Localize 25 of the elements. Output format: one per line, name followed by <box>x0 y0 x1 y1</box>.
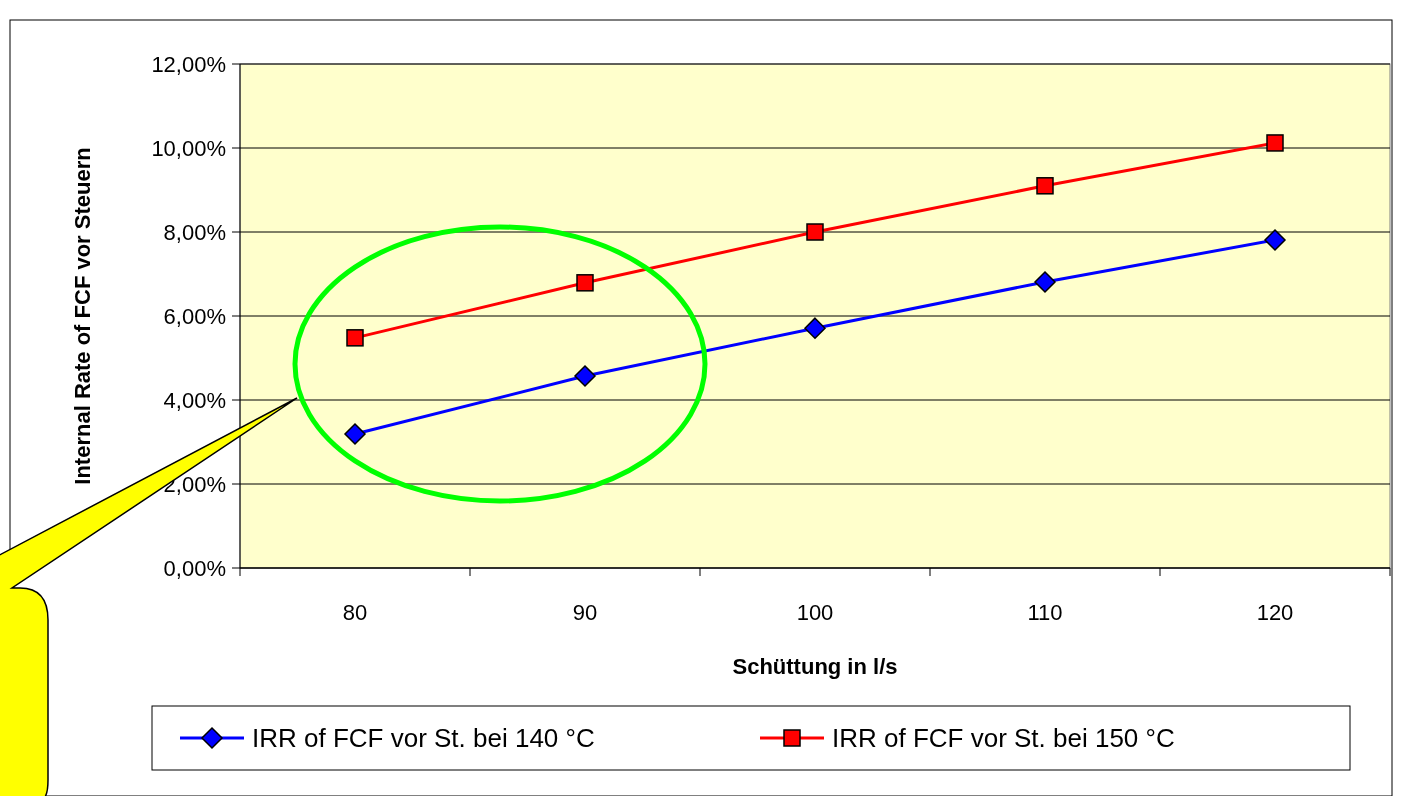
x-tick-label: 110 <box>1027 600 1063 625</box>
point <box>1266 134 1284 152</box>
x-tick-label: 90 <box>572 600 598 625</box>
point <box>346 329 364 347</box>
y-tick-label: 8,00% <box>163 219 226 245</box>
x-tick-label: 100 <box>796 600 834 625</box>
y-tick-label: 0,00% <box>163 555 226 581</box>
y-axis-title: Internal Rate of FCF vor Steuern <box>70 147 95 485</box>
legend-label: IRR of FCF vor St. bei 140 °C <box>252 723 595 754</box>
y-tick-label: 10,00% <box>151 135 226 161</box>
point <box>574 365 596 387</box>
point <box>1036 177 1054 195</box>
y-tick-label: 6,00% <box>163 303 226 329</box>
point <box>1264 229 1286 251</box>
legend-label: IRR of FCF vor St. bei 150 °C <box>832 723 1175 754</box>
y-tick-label: 4,00% <box>163 387 226 413</box>
x-tick-label: 80 <box>342 600 368 625</box>
x-axis-title: Schüttung in l/s <box>732 654 898 679</box>
point <box>576 274 594 292</box>
point <box>806 223 824 241</box>
point <box>804 317 826 339</box>
point <box>344 423 366 445</box>
x-tick-label: 120 <box>1256 600 1294 625</box>
y-tick-label: 12,00% <box>151 51 226 77</box>
point <box>1034 271 1056 293</box>
